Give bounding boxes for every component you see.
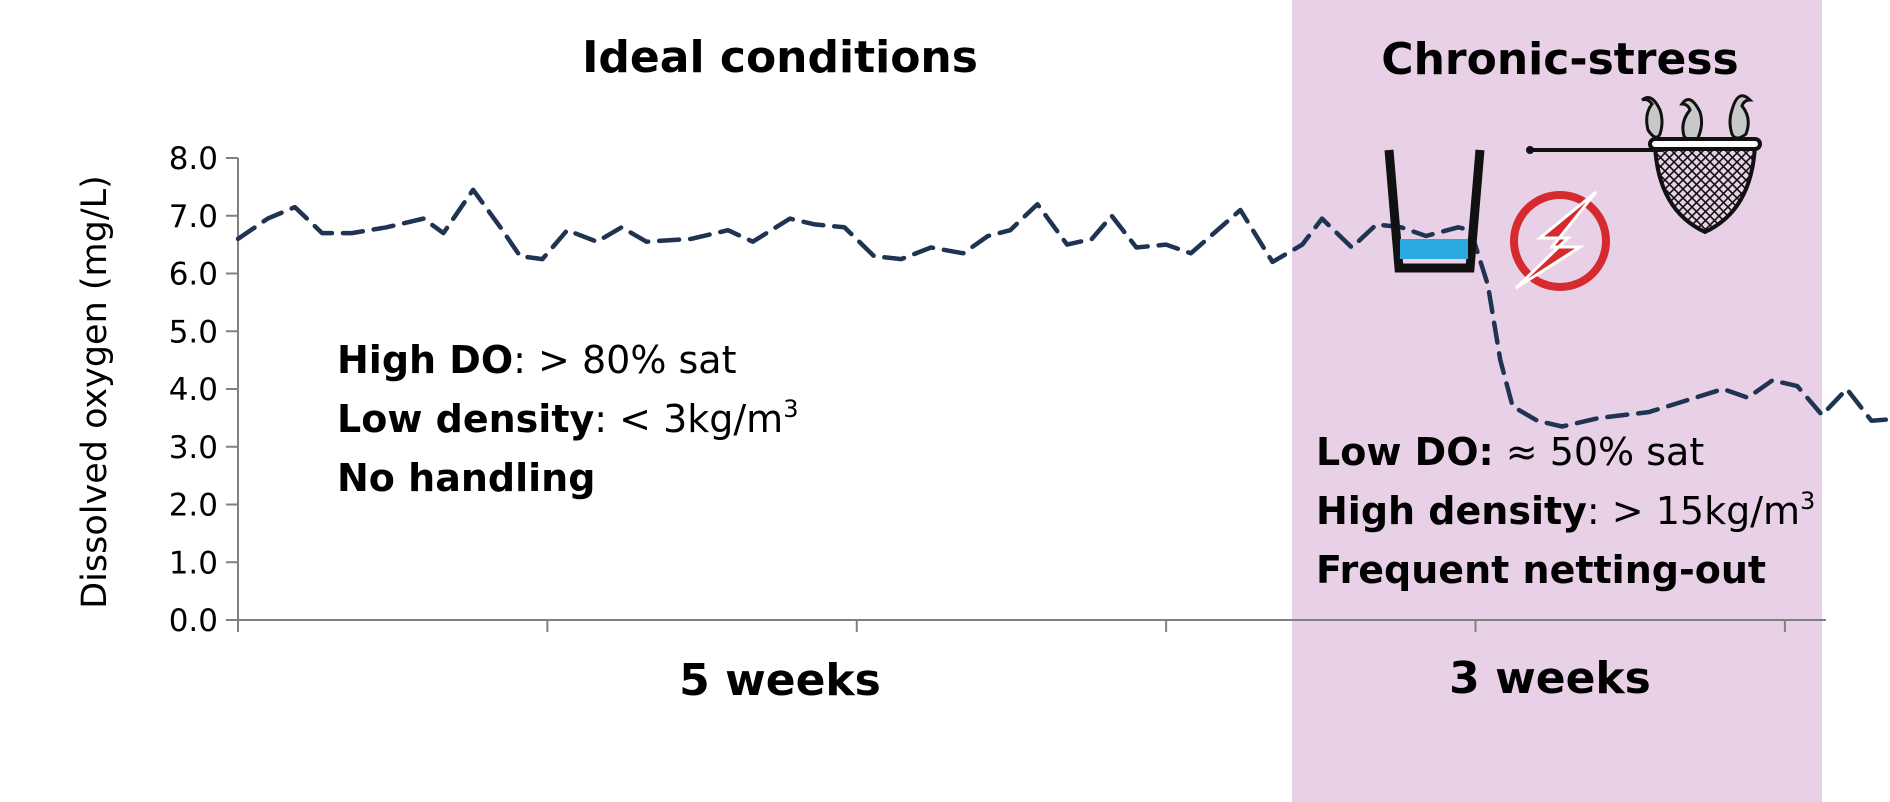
y-tick-labels: 0.0 1.0 2.0 3.0 4.0 5.0 6.0 7.0 8.0 xyxy=(169,141,218,639)
y-tick-label: 1.0 xyxy=(169,545,218,581)
y-tick-label: 6.0 xyxy=(169,257,218,293)
y-tick-label: 0.0 xyxy=(169,603,218,639)
stress-note-1: Low DO: ≈ 50% sat xyxy=(1316,430,1704,474)
stress-duration-label: 3 weeks xyxy=(1449,653,1651,704)
y-tick-label: 8.0 xyxy=(169,141,218,177)
ideal-note-1: High DO: > 80% sat xyxy=(337,338,737,382)
dissolved-oxygen-series-line xyxy=(235,187,1890,429)
y-tick-label: 2.0 xyxy=(169,488,218,524)
fish-net-icon xyxy=(1526,94,1762,235)
ideal-duration-label: 5 weeks xyxy=(679,655,881,706)
electric-shock-icon xyxy=(1510,190,1610,291)
chronic-stress-title: Chronic-stress xyxy=(1381,34,1738,85)
stress-note-3: Frequent netting-out xyxy=(1316,548,1766,592)
y-tick-label: 5.0 xyxy=(169,314,218,350)
y-tick-label: 4.0 xyxy=(169,372,218,408)
y-tick-label: 3.0 xyxy=(169,430,218,466)
water-tank-icon xyxy=(1384,149,1485,273)
axes xyxy=(226,157,1826,632)
y-axis-label: Dissolved oxygen (mg/L) xyxy=(75,175,115,609)
ideal-note-3: No handling xyxy=(337,456,595,500)
ideal-conditions-title: Ideal conditions xyxy=(582,32,978,83)
ideal-note-2: Low density: < 3kg/m3 xyxy=(337,395,798,441)
y-tick-label: 7.0 xyxy=(169,199,218,235)
stress-note-2: High density: > 15kg/m3 xyxy=(1316,487,1815,533)
